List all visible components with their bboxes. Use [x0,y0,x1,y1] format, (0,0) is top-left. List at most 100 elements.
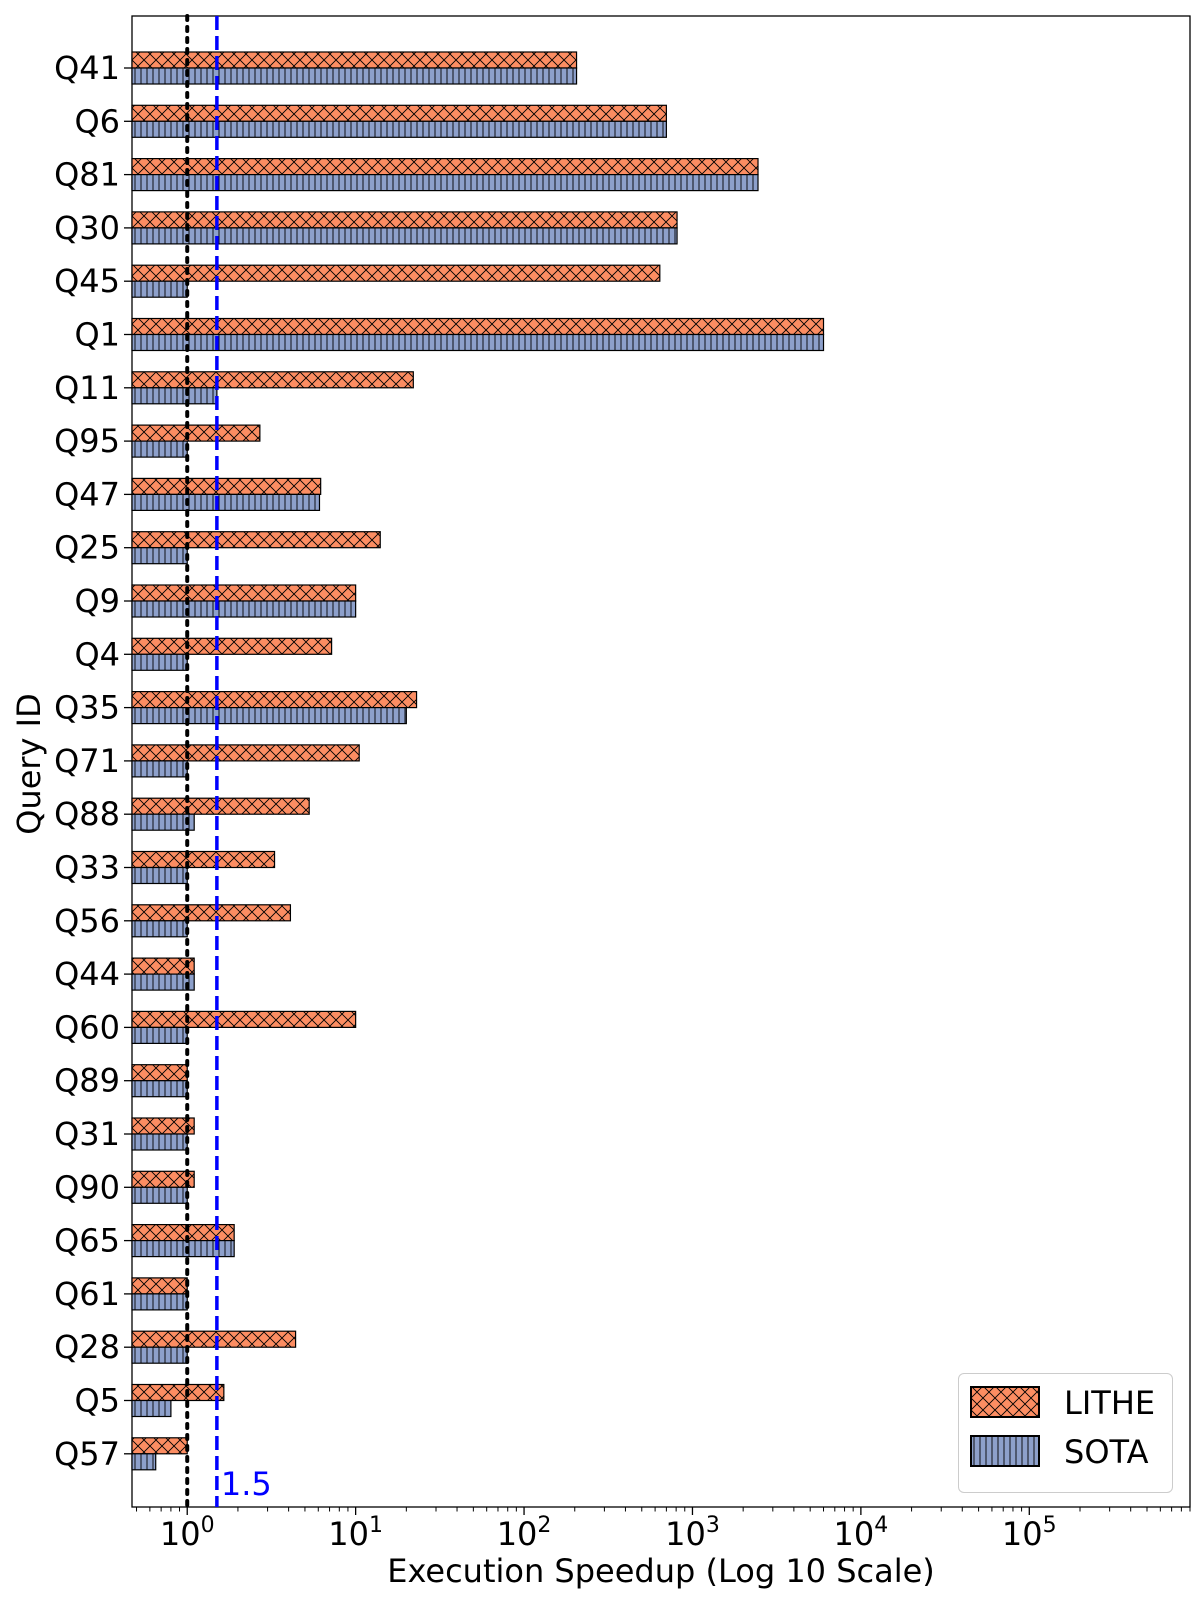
bar-sota-q11 [131,387,218,405]
y-axis-label: Query ID [10,693,48,835]
x-tick-label: 105 [1002,1513,1057,1553]
y-tick-label: Q25 [54,529,120,567]
bar-lithe-q33 [131,850,276,869]
y-tick-label: Q5 [74,1382,120,1420]
y-tick-label: Q95 [54,422,120,460]
bar-sota-q89 [131,1080,188,1098]
x-axis-label: Execution Speedup (Log 10 Scale) [387,1552,935,1590]
reference-line-label: 1.5 [221,1465,272,1503]
bar-sota-q65 [131,1239,235,1258]
y-axis-ticks: Q41 Q6 Q81 Q30 Q45 Q1 Q11 Q95 Q47 Q25 Q9 Q4 Q35 Q71 Q8… [54,49,132,1473]
bar-lithe-q95 [131,424,261,442]
bar-sota-q1 [131,333,825,352]
y-tick-label: Q31 [54,1115,120,1153]
y-tick-label: Q71 [54,742,120,780]
bar-sota-q71 [131,760,188,778]
bar-sota-q9 [131,600,357,618]
bar-lithe-q60 [131,1010,357,1029]
bar-sota-q35 [131,706,407,725]
x-tick-label: 100 [160,1513,215,1553]
bar-lithe-q1 [131,317,825,336]
x-tick-label: 104 [834,1513,889,1553]
bar-lithe-q71 [131,744,360,762]
y-tick-label: Q9 [74,582,120,620]
legend: LITHE SOTA [958,1373,1173,1493]
bar-sota-q31 [131,1133,188,1151]
bar-lithe-q61 [131,1277,188,1295]
bar-lithe-q57 [131,1437,188,1455]
bar-sota-q28 [131,1346,188,1364]
bar-lithe-q30 [131,211,678,229]
bar-lithe-q5 [131,1383,225,1402]
bar-lithe-q41 [131,51,578,69]
y-tick-label: Q61 [54,1275,120,1313]
bar-lithe-q28 [131,1330,297,1348]
y-tick-label: Q41 [54,49,120,87]
x-tick-label: 103 [665,1513,720,1553]
bar-lithe-q4 [131,637,333,655]
y-tick-label: Q4 [74,635,120,673]
bar-sota-q6 [131,120,667,138]
reference-lines: 1.5 [185,14,272,1509]
bar-sota-q60 [131,1026,188,1045]
y-tick-label: Q28 [54,1328,120,1366]
bar-lithe-q25 [131,531,381,549]
bar-lithe-q31 [131,1117,195,1135]
bar-sota-q47 [131,493,321,511]
bar-lithe-q44 [131,957,195,975]
bar-lithe-q89 [131,1064,188,1082]
y-tick-label: Q60 [54,1008,120,1046]
y-tick-label: Q1 [74,316,120,354]
legend-svg: LITHE SOTA [970,1384,1155,1471]
y-tick-label: Q90 [54,1168,120,1206]
bar-sota-q41 [131,67,578,85]
bar-sota-q30 [131,227,678,245]
y-tick-label: Q65 [54,1222,120,1260]
y-tick-label: Q30 [54,209,120,247]
legend-label-lithe: LITHE [1064,1384,1155,1422]
y-tick-label: Q33 [54,849,120,887]
bar-sota-q44 [131,973,195,991]
bars-layer [131,51,825,1471]
legend-swatch-sota [970,1435,1040,1467]
y-tick-label: Q44 [54,955,120,993]
legend-swatch-lithe [970,1386,1040,1418]
bar-lithe-q45 [131,264,661,282]
bar-lithe-q65 [131,1223,235,1242]
bar-sota-q25 [131,547,188,565]
y-tick-label: Q35 [54,689,120,727]
y-tick-label: Q81 [54,156,120,194]
bar-sota-q45 [131,280,188,298]
bar-sota-q5 [131,1399,172,1418]
x-axis-ticks: 100 101 102 103 104 105 [136,1507,1191,1553]
y-tick-label: Q45 [54,262,120,300]
bar-lithe-q9 [131,584,357,602]
bar-sota-q88 [131,813,195,831]
y-tick-label: Q88 [54,795,120,833]
y-tick-label: Q57 [54,1435,120,1473]
bar-sota-q33 [131,866,188,885]
bar-sota-q95 [131,440,188,458]
bar-lithe-q6 [131,104,667,122]
y-tick-label: Q11 [54,369,120,407]
bar-sota-q90 [131,1186,188,1204]
bar-sota-q4 [131,653,188,671]
bar-lithe-q90 [131,1170,195,1188]
bar-lithe-q56 [131,904,292,922]
bar-lithe-q11 [131,371,414,389]
x-tick-label: 102 [497,1513,552,1553]
bar-lithe-q35 [131,690,418,709]
bar-sota-q61 [131,1293,188,1311]
bar-sota-q57 [131,1453,157,1471]
bar-sota-q81 [131,174,759,192]
bar-lithe-q81 [131,158,759,176]
y-tick-label: Q47 [54,475,120,513]
y-tick-label: Q56 [54,902,120,940]
x-tick-label: 101 [328,1513,383,1553]
bar-sota-q56 [131,920,188,938]
bar-lithe-q47 [131,477,322,495]
bar-lithe-q88 [131,797,310,815]
legend-label-sota: SOTA [1064,1433,1149,1471]
y-tick-label: Q89 [54,1062,120,1100]
